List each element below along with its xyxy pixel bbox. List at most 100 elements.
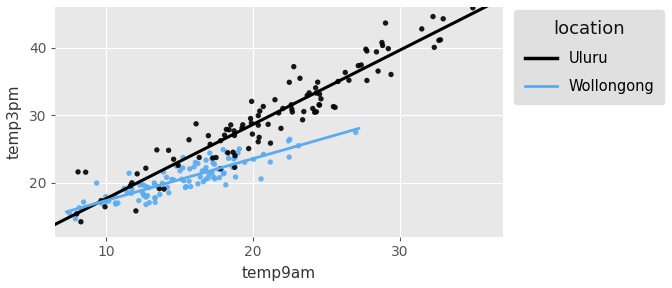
Point xyxy=(229,133,240,138)
Point xyxy=(253,113,263,118)
Point xyxy=(149,182,160,187)
Point xyxy=(125,183,136,188)
Point xyxy=(99,204,110,209)
Point xyxy=(284,137,295,142)
Point xyxy=(254,135,265,140)
Point xyxy=(210,177,220,181)
Point xyxy=(373,69,384,73)
Point xyxy=(208,161,218,165)
Point xyxy=(96,201,107,205)
Point xyxy=(168,157,179,162)
Point xyxy=(154,186,165,191)
Point xyxy=(237,122,248,127)
Point xyxy=(132,172,142,176)
Y-axis label: temp3pm: temp3pm xyxy=(7,85,22,159)
Point xyxy=(215,166,226,171)
Point xyxy=(376,40,387,45)
Point xyxy=(311,109,322,114)
Point xyxy=(193,181,204,186)
Point xyxy=(140,202,151,207)
Point xyxy=(171,164,182,168)
Point xyxy=(200,177,211,181)
Point xyxy=(304,91,314,95)
Point xyxy=(195,175,206,179)
Point xyxy=(362,49,372,53)
Point xyxy=(343,78,354,83)
Point xyxy=(206,157,217,161)
Point xyxy=(158,170,169,174)
Point xyxy=(200,168,211,173)
Point xyxy=(140,184,151,188)
Point xyxy=(208,156,218,160)
Point xyxy=(185,184,196,189)
Point xyxy=(333,79,343,84)
Point xyxy=(234,147,245,151)
Point xyxy=(233,151,243,155)
Point xyxy=(213,167,224,172)
Point xyxy=(310,86,321,90)
Point xyxy=(293,143,304,148)
Point xyxy=(110,194,120,198)
Point xyxy=(168,178,179,182)
Point xyxy=(221,150,232,155)
Point xyxy=(112,201,123,205)
Point xyxy=(73,170,83,174)
Point xyxy=(239,160,250,164)
Point xyxy=(228,157,239,161)
Point xyxy=(230,155,241,160)
Point xyxy=(140,166,151,170)
Point xyxy=(111,202,122,206)
Point xyxy=(287,110,298,114)
Point xyxy=(124,171,134,176)
Point xyxy=(91,181,102,185)
Point xyxy=(152,184,163,188)
Point xyxy=(371,50,382,54)
Point xyxy=(167,177,177,182)
Point xyxy=(215,139,226,143)
Point xyxy=(149,196,160,200)
Point xyxy=(207,170,218,175)
Point xyxy=(180,185,191,190)
Point xyxy=(362,78,372,83)
Point xyxy=(142,193,153,198)
Point xyxy=(247,132,258,137)
Point xyxy=(155,192,165,197)
Point xyxy=(468,5,478,10)
Point xyxy=(284,80,294,85)
Point xyxy=(126,181,137,185)
Point xyxy=(228,128,239,133)
Point xyxy=(429,45,439,50)
Point xyxy=(209,162,220,167)
Point xyxy=(286,103,296,107)
Point xyxy=(219,133,230,137)
Point xyxy=(177,166,188,170)
Point xyxy=(122,189,132,194)
Point xyxy=(75,219,86,224)
Point xyxy=(134,183,145,187)
Point xyxy=(248,157,259,162)
Point xyxy=(144,200,155,205)
Point xyxy=(297,118,308,122)
Point xyxy=(284,155,294,159)
Legend: Uluru, Wollongong: Uluru, Wollongong xyxy=(514,10,665,104)
Point xyxy=(435,37,446,42)
Point xyxy=(276,126,286,131)
Point xyxy=(138,192,149,196)
Point xyxy=(70,217,81,221)
Point xyxy=(119,186,130,191)
Point xyxy=(138,193,149,198)
Point xyxy=(208,175,219,179)
Point xyxy=(110,201,121,205)
Point xyxy=(143,185,154,190)
Point xyxy=(246,99,257,104)
Point xyxy=(265,160,276,164)
Point xyxy=(157,181,168,185)
Point xyxy=(190,160,201,165)
Point xyxy=(360,47,371,52)
Point xyxy=(253,123,263,128)
Point xyxy=(245,116,256,121)
Point xyxy=(74,205,85,210)
Point xyxy=(314,103,325,107)
Point xyxy=(258,104,269,109)
Point xyxy=(218,147,228,152)
